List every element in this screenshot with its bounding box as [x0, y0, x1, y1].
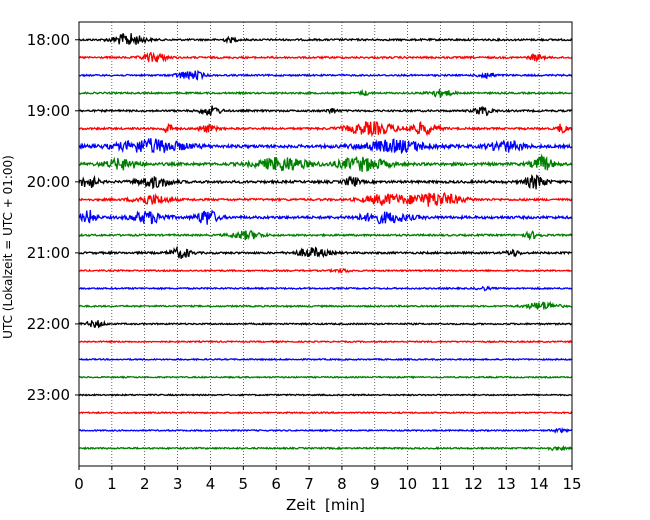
x-tick-label: 10 [398, 475, 417, 493]
x-tick-label: 12 [464, 475, 483, 493]
seismogram-trace [78, 138, 573, 155]
y-tick-label: 20:00 [27, 173, 70, 191]
x-axis-label: Zeit [min] [286, 496, 365, 514]
y-axis-ticks: 18:00 19:00 20:00 21:00 22:00 23:00 [27, 31, 79, 404]
seismogram-trace [78, 444, 573, 452]
seismogram-trace [78, 120, 573, 138]
x-axis-ticks: 0 1 2 3 4 5 6 7 8 9 10 11 12 13 14 15 [74, 466, 582, 493]
seismogram-trace [78, 426, 573, 435]
seismogram-traces [78, 32, 573, 452]
y-tick-label: 22:00 [27, 315, 70, 333]
x-tick-label: 11 [431, 475, 450, 493]
x-tick-label: 9 [370, 475, 380, 493]
seismogram-trace [79, 300, 573, 311]
seismogram-trace [78, 285, 573, 292]
y-tick-label: 21:00 [27, 244, 70, 262]
x-tick-label: 3 [173, 475, 183, 493]
x-tick-label: 1 [107, 475, 117, 493]
x-tick-label: 6 [271, 475, 281, 493]
seismogram-trace [78, 32, 573, 45]
seismogram-trace [78, 245, 573, 259]
y-tick-label: 23:00 [27, 386, 70, 404]
seismogram-trace [78, 375, 573, 380]
seismogram-trace [78, 51, 573, 64]
seismogram-trace [78, 88, 573, 99]
y-axis-label: UTC (Lokalzeit = UTC + 01:00) [1, 155, 15, 339]
seismogram-trace [78, 393, 573, 397]
seismogram-trace [78, 267, 573, 274]
vertical-grid [111, 22, 540, 466]
seismogram-trace [78, 410, 573, 415]
seismogram-trace [78, 191, 573, 207]
seismogram-trace [78, 230, 573, 241]
x-tick-label: 0 [74, 475, 84, 493]
x-tick-label: 14 [530, 475, 549, 493]
x-tick-label: 8 [337, 475, 347, 493]
seismogram-trace [78, 339, 573, 344]
x-tick-label: 2 [140, 475, 150, 493]
x-tick-label: 5 [239, 475, 249, 493]
seismogram-trace [78, 209, 573, 225]
seismogram-trace [78, 105, 573, 117]
seismogram-trace [78, 69, 573, 81]
seismogram-trace [78, 174, 573, 190]
seismogram-trace [78, 357, 573, 362]
x-tick-label: 13 [497, 475, 516, 493]
seismogram-trace [78, 319, 573, 329]
x-tick-label: 15 [562, 475, 581, 493]
y-tick-label: 18:00 [27, 31, 70, 49]
x-tick-label: 4 [206, 475, 216, 493]
y-tick-label: 19:00 [27, 102, 70, 120]
seismogram-trace [78, 153, 573, 172]
plot-frame [78, 21, 573, 467]
x-tick-label: 7 [304, 475, 314, 493]
